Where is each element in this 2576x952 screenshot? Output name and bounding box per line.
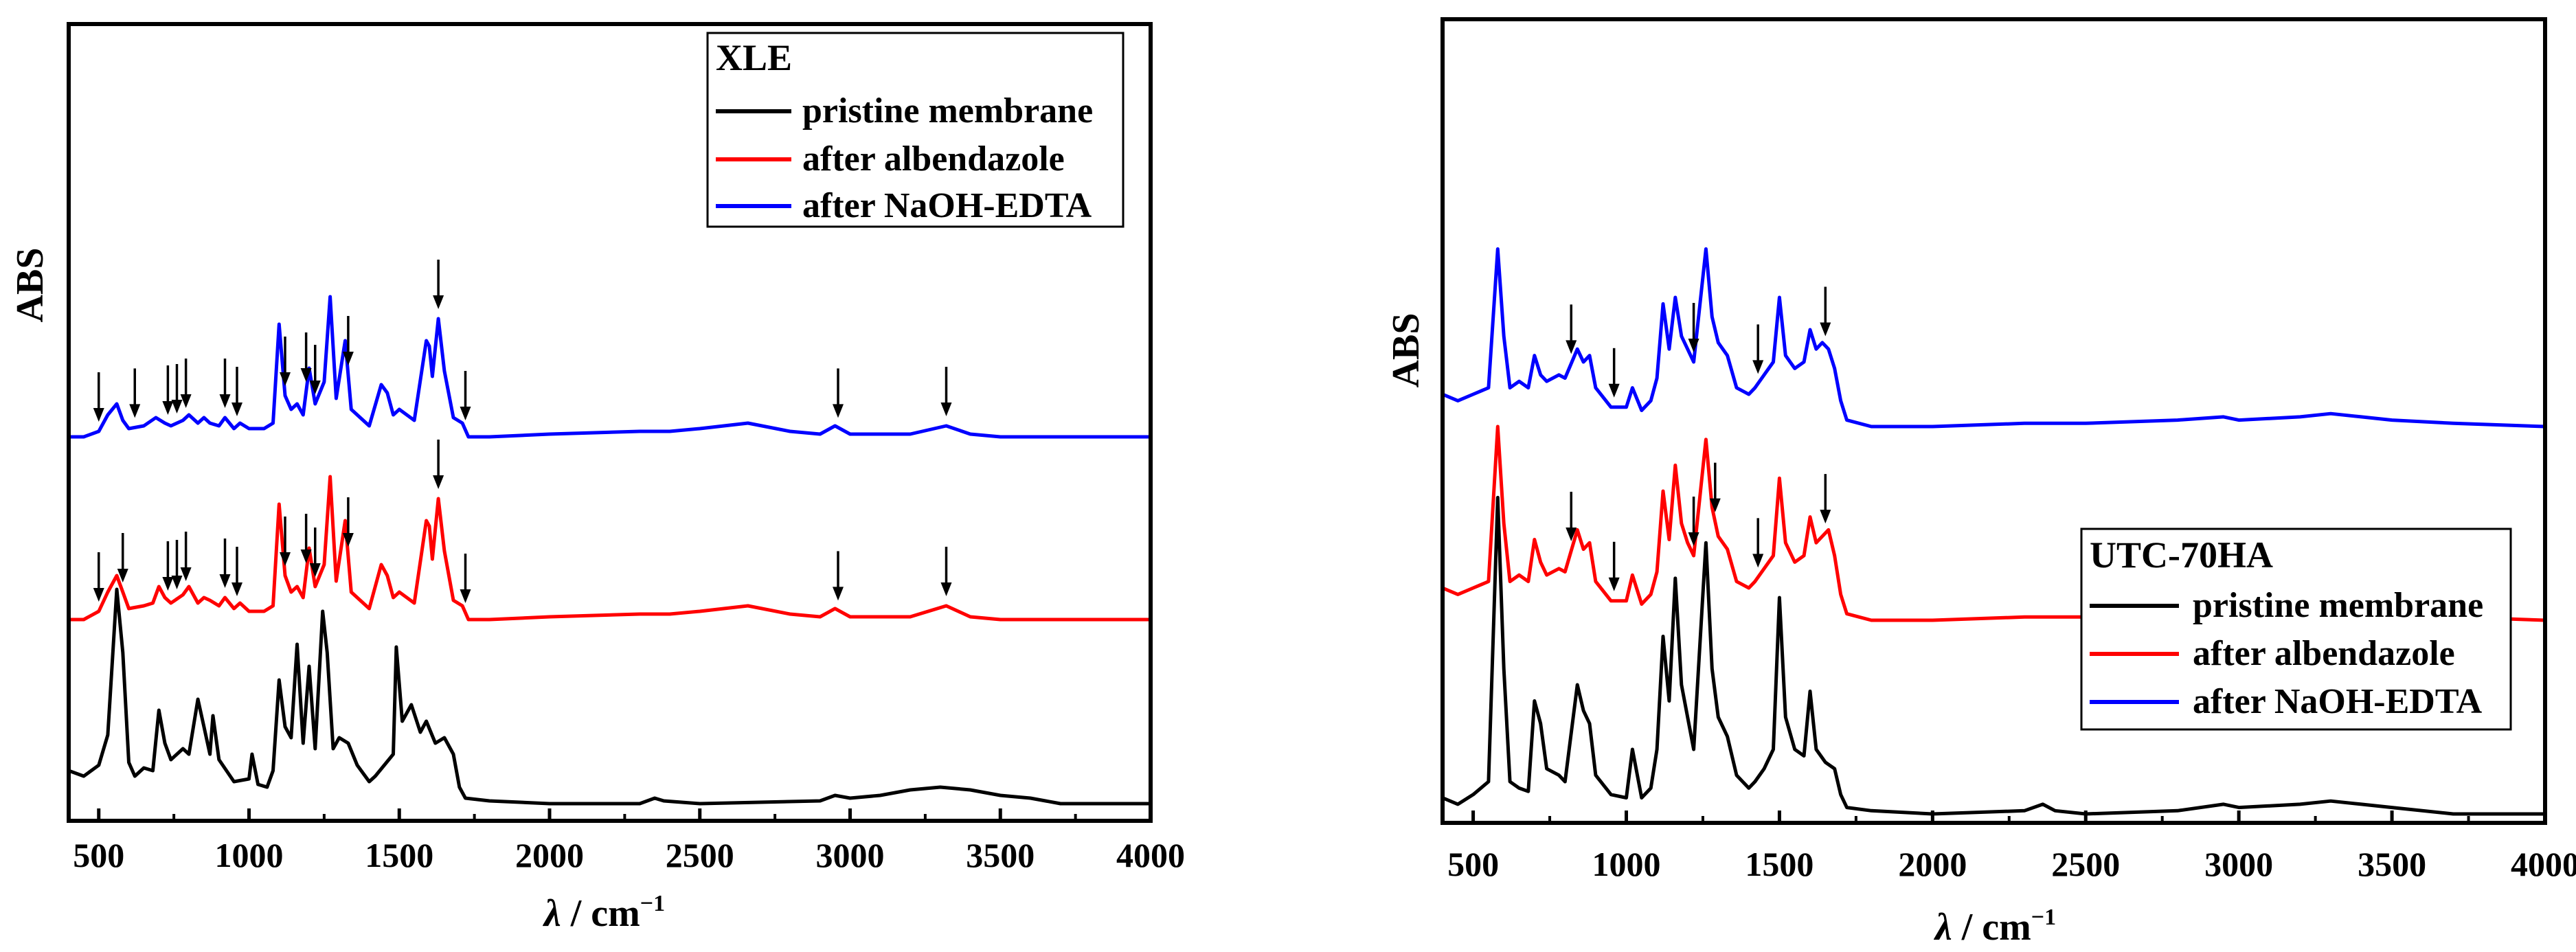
annotation-arrowhead — [280, 372, 291, 386]
annotation-arrowhead — [833, 404, 844, 418]
x-tick-label: 500 — [73, 836, 124, 874]
annotation-arrowhead — [309, 563, 321, 577]
annotation-arrowhead — [219, 394, 231, 408]
annotation-arrowhead — [1688, 532, 1699, 546]
x-tick-layer: 500 1000 1500 2000 2500 3000 3500 4000 — [1447, 811, 2576, 883]
x-tick-label: 4000 — [2511, 845, 2576, 883]
annotation-arrowhead — [460, 407, 471, 420]
annotation-arrowhead — [300, 368, 312, 382]
annotation-arrowhead — [162, 577, 174, 591]
annotation-arrowhead — [1752, 554, 1764, 568]
annotation-arrowhead — [129, 404, 141, 418]
annotation-arrowhead — [93, 408, 104, 422]
chart-panel-utc-70ha: 500 1000 1500 2000 2500 3000 3500 4000 ABS λ / … — [1385, 17, 2576, 949]
arrow-layer — [1566, 286, 1831, 591]
legend-label-pristine: pristine membrane — [802, 91, 1093, 131]
annotation-arrowhead — [1566, 527, 1577, 541]
annotation-arrowhead — [219, 574, 231, 588]
legend-label-albendazole: after albendazole — [802, 139, 1065, 179]
legend-label-naoh-edta: after NaOH-EDTA — [802, 186, 1092, 225]
annotation-arrowhead — [1688, 339, 1699, 352]
x-axis-label: λ / cm−1 — [1934, 905, 2056, 949]
x-axis-symbol: λ — [1934, 906, 1952, 949]
annotation-arrowhead — [180, 394, 192, 408]
annotation-arrowhead — [1820, 322, 1831, 337]
x-axis-exponent: −1 — [2031, 905, 2056, 930]
series-line-pristine-membrane — [1443, 495, 2545, 816]
series-line-after-naoh-edta — [69, 295, 1151, 439]
series-line-pristine-membrane — [69, 587, 1151, 806]
x-tick-label: 2500 — [2051, 845, 2120, 883]
x-tick-label: 2000 — [1898, 845, 1967, 883]
x-tick-label: 500 — [1447, 845, 1499, 883]
y-axis-label: ABS — [9, 248, 52, 323]
legend-label-pristine: pristine membrane — [2193, 586, 2483, 625]
x-axis-symbol: λ — [543, 892, 561, 935]
legend-box — [2080, 528, 2512, 731]
series-layer — [69, 295, 1151, 806]
annotation-arrowhead — [162, 401, 174, 415]
x-tick-layer: 500 1000 1500 2000 2500 3000 3500 4000 — [73, 808, 1185, 874]
legend-label-albendazole: after albendazole — [2193, 634, 2455, 673]
x-tick-label: 3500 — [966, 836, 1035, 874]
annotation-arrowhead — [309, 381, 321, 394]
x-tick-label: 3000 — [2204, 845, 2273, 883]
annotation-arrowhead — [1566, 340, 1577, 354]
annotation-arrowhead — [231, 403, 242, 416]
x-tick-label: 4000 — [1116, 836, 1185, 874]
annotation-arrowhead — [1752, 360, 1764, 374]
arrow-layer — [93, 260, 952, 603]
annotation-arrowhead — [1608, 383, 1620, 398]
series-line-after-albendazole — [69, 475, 1151, 622]
annotation-arrowhead — [117, 569, 128, 582]
legend-title: UTC-70HA — [2090, 534, 2273, 576]
x-tick-label: 3000 — [816, 836, 885, 874]
series-layer — [1443, 247, 2545, 816]
annotation-arrowhead — [231, 582, 242, 596]
annotation-arrowhead — [833, 587, 844, 601]
x-tick-label: 2000 — [515, 836, 584, 874]
annotation-arrowhead — [433, 475, 444, 489]
annotation-arrowhead — [940, 582, 952, 596]
annotation-arrowhead — [93, 588, 104, 602]
annotation-arrowhead — [171, 576, 183, 589]
annotation-arrowhead — [1820, 510, 1831, 524]
series-line-after-naoh-edta — [1443, 247, 2545, 429]
legend-title: XLE — [716, 37, 792, 78]
plot-frame — [67, 22, 1153, 823]
annotation-arrowhead — [180, 567, 192, 581]
x-tick-label: 1000 — [215, 836, 284, 874]
x-axis-label: λ / cm−1 — [543, 891, 665, 935]
annotation-arrowhead — [1608, 577, 1620, 591]
annotation-arrowhead — [940, 403, 952, 416]
x-axis-unit: / cm — [1952, 906, 2031, 949]
x-tick-label: 3500 — [2358, 845, 2426, 883]
x-tick-label: 1000 — [1592, 845, 1661, 883]
y-axis-label: ABS — [1385, 313, 1427, 388]
annotation-arrowhead — [342, 533, 354, 547]
series-line-after-albendazole — [1443, 424, 2545, 622]
legend: XLE pristine membrane after albendazole … — [706, 32, 1125, 228]
x-tick-label: 1500 — [1745, 845, 1814, 883]
legend-box — [706, 32, 1125, 228]
annotation-arrowhead — [171, 400, 183, 413]
x-axis-exponent: −1 — [640, 891, 665, 916]
annotation-arrowhead — [1709, 498, 1721, 512]
x-tick-label: 1500 — [365, 836, 433, 874]
annotation-arrowhead — [280, 552, 291, 566]
x-tick-label: 2500 — [666, 836, 734, 874]
chart-panel-xle: 500 1000 1500 2000 2500 3000 3500 4000 ABS λ / … — [9, 22, 1185, 935]
plot-frame — [1440, 17, 2547, 825]
annotation-arrowhead — [433, 295, 444, 309]
x-axis-unit: / cm — [561, 892, 640, 935]
annotation-arrowhead — [342, 352, 354, 365]
legend: UTC-70HA pristine membrane after albenda… — [2080, 528, 2512, 731]
annotation-arrowhead — [460, 589, 471, 603]
legend-label-naoh-edta: after NaOH-EDTA — [2193, 682, 2483, 721]
annotation-arrowhead — [300, 549, 312, 563]
